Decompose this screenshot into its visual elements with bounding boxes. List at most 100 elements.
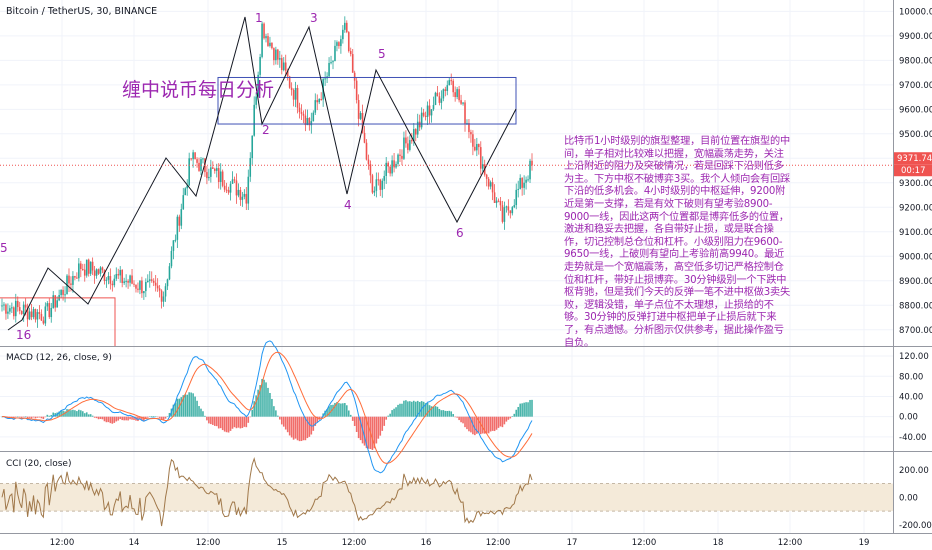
candle-body	[162, 296, 165, 302]
candle-body	[80, 263, 82, 269]
macd-hist-bar	[273, 406, 275, 417]
candle-body	[180, 209, 183, 226]
wave-label: 1	[255, 11, 263, 25]
macd-hist-bar	[462, 416, 464, 424]
candle-body	[312, 112, 315, 122]
candle-body	[515, 189, 518, 206]
macd-hist-bar	[387, 415, 389, 417]
candle-body	[60, 289, 62, 296]
macd-hist-bar	[137, 416, 139, 422]
candle-body	[470, 132, 472, 135]
candle-body	[286, 70, 289, 77]
macd-hist-bar	[517, 406, 520, 417]
candle-body	[416, 121, 419, 135]
candle-body	[497, 200, 500, 202]
macd-hist-bar	[464, 416, 466, 428]
macd-hist-bar	[430, 406, 433, 417]
candle-body	[525, 179, 527, 183]
candle-body	[499, 201, 502, 206]
candle-body	[302, 113, 305, 116]
macd-hist-bar	[436, 406, 439, 417]
macd-hist-bar	[385, 416, 388, 420]
macd-hist-bar	[481, 416, 484, 434]
macd-hist-bar	[127, 416, 129, 421]
macd-hist-bar	[46, 414, 49, 417]
candle-body	[18, 307, 21, 312]
time-tick-label: 12:00	[50, 538, 75, 548]
candle-body	[52, 295, 55, 308]
macd-hist-bar	[389, 413, 391, 417]
price-tick-label: 9200.00	[899, 203, 932, 213]
candle-body	[440, 98, 443, 103]
candle-body	[9, 308, 11, 312]
countdown-label: 00:17	[901, 166, 926, 176]
macd-hist-bar	[253, 401, 255, 417]
candle-body	[338, 42, 340, 47]
macd-hist-bar	[233, 416, 236, 428]
macd-hist-bar	[87, 414, 90, 417]
macd-hist-bar	[50, 414, 53, 417]
macd-hist-bar	[257, 389, 259, 417]
wave-label: 3	[310, 11, 318, 25]
macd-hist-bar	[487, 416, 490, 434]
price-tick-label: 8900.00	[899, 277, 932, 287]
macd-hist-bar	[519, 403, 521, 417]
macd-hist-bar	[145, 416, 147, 419]
candle-body	[16, 300, 19, 308]
candle-body	[95, 269, 98, 276]
macd-hist-bar	[241, 416, 244, 428]
macd-hist-bar	[68, 409, 70, 417]
candle-body	[172, 240, 175, 251]
macd-hist-bar	[190, 392, 192, 417]
price-tick-label: 9100.00	[899, 228, 932, 238]
macd-hist-bar	[523, 402, 525, 417]
macd-hist-bar	[139, 416, 141, 420]
candle-body	[227, 190, 230, 193]
candle-body	[131, 275, 133, 284]
macd-hist-bar	[162, 416, 165, 421]
candle-body	[275, 49, 277, 61]
macd-hist-bar	[1, 416, 3, 418]
macd-hist-bar	[64, 411, 66, 417]
macd-hist-bar	[381, 416, 384, 431]
candle-body	[127, 280, 129, 283]
candle-body	[237, 189, 240, 196]
macd-hist-bar	[227, 416, 230, 433]
candle-body	[111, 283, 114, 286]
candle-body	[517, 188, 520, 190]
candle-body	[200, 159, 202, 171]
macd-hist-bar	[302, 416, 305, 441]
macd-hist-bar	[215, 416, 218, 427]
candle-body	[135, 284, 137, 289]
macd-hist-bar	[141, 416, 143, 421]
candle-body	[152, 280, 155, 283]
candle-body	[166, 279, 169, 287]
macd-hist-bar	[280, 416, 283, 425]
macd-hist-bar	[188, 392, 190, 417]
candle-body	[93, 270, 96, 276]
candle-body	[76, 277, 78, 279]
candle-body	[452, 80, 454, 93]
macd-hist-bar	[30, 416, 33, 419]
macd-hist-bar	[40, 416, 43, 419]
candle-body	[267, 36, 269, 46]
candle-body	[347, 32, 350, 52]
macd-hist-bar	[505, 416, 508, 422]
candle-body	[507, 206, 510, 211]
candle-body	[261, 23, 263, 57]
macd-hist-bar	[105, 416, 108, 423]
candle-body	[72, 276, 74, 285]
macd-hist-bar	[448, 410, 451, 417]
macd-hist-bar	[334, 402, 336, 417]
macd-hist-bar	[154, 416, 157, 417]
candle-body	[101, 267, 104, 271]
candle-body	[336, 42, 338, 46]
macd-hist-bar	[202, 411, 204, 417]
macd-hist-bar	[501, 416, 504, 428]
macd-hist-bar	[414, 401, 417, 417]
macd-hist-bar	[121, 416, 123, 421]
candle-body	[306, 117, 309, 126]
macd-hist-bar	[72, 409, 74, 417]
